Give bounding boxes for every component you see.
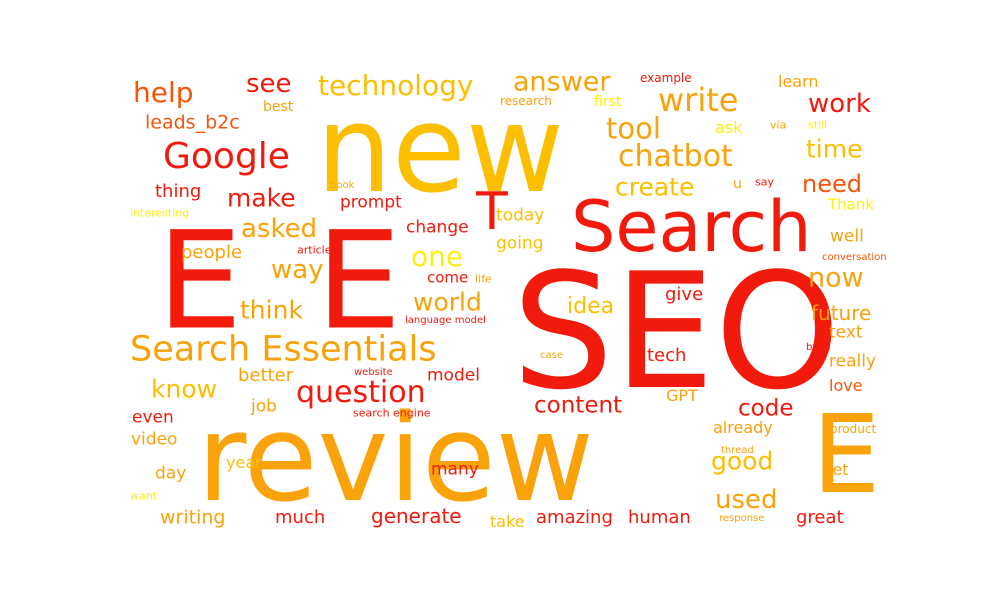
- cloud-word: one: [411, 240, 464, 273]
- cloud-word: think: [240, 295, 303, 325]
- cloud-word: content: [534, 392, 623, 419]
- cloud-word: tool: [606, 111, 661, 146]
- cloud-word: GPT: [666, 386, 698, 405]
- cloud-word: question: [296, 375, 426, 410]
- cloud-word: year: [226, 453, 262, 472]
- cloud-word: idea: [567, 294, 615, 319]
- cloud-word: know: [151, 374, 218, 404]
- cloud-word: great: [796, 507, 844, 528]
- cloud-word: future: [811, 301, 872, 325]
- cloud-word: technology: [318, 69, 474, 102]
- cloud-word: let: [828, 460, 849, 479]
- cloud-word: review: [197, 390, 594, 529]
- cloud-word: today: [496, 205, 545, 226]
- cloud-word: product: [830, 422, 877, 436]
- cloud-word: really: [829, 351, 876, 372]
- cloud-word: good: [711, 446, 774, 476]
- cloud-word: better: [238, 365, 294, 386]
- cloud-word: tech: [647, 345, 687, 366]
- cloud-word: still: [808, 118, 828, 132]
- cloud-word: Google: [163, 136, 290, 177]
- cloud-word: even: [132, 407, 174, 428]
- cloud-word: well: [830, 226, 864, 247]
- cloud-word: Thank: [828, 195, 875, 214]
- cloud-word: interesting: [130, 206, 190, 220]
- cloud-word: Search: [571, 186, 812, 268]
- cloud-word: book: [330, 180, 355, 191]
- cloud-word: prompt: [340, 192, 402, 213]
- cloud-word: life: [475, 272, 492, 286]
- cloud-word: language model: [405, 315, 486, 326]
- cloud-word: via: [770, 118, 787, 132]
- cloud-word: text: [829, 322, 863, 343]
- cloud-word: leads_b2c: [145, 111, 240, 134]
- cloud-word: generate: [371, 504, 462, 528]
- cloud-word: website: [354, 367, 393, 378]
- cloud-word: case: [540, 350, 563, 361]
- cloud-word: first: [594, 94, 622, 110]
- cloud-word: many: [431, 459, 479, 480]
- cloud-word: job: [251, 396, 277, 417]
- cloud-word: work: [808, 89, 871, 119]
- cloud-word: already: [713, 418, 773, 437]
- cloud-word: used: [715, 485, 778, 515]
- cloud-word: need: [802, 170, 862, 198]
- cloud-word: thing: [155, 181, 202, 202]
- cloud-word: change: [406, 217, 469, 238]
- cloud-word: u: [733, 176, 742, 192]
- cloud-word: writing: [160, 506, 226, 529]
- cloud-word: time: [806, 134, 863, 164]
- cloud-word: response: [719, 513, 765, 524]
- cloud-word: thread: [721, 445, 754, 456]
- cloud-word: E: [157, 202, 243, 360]
- cloud-word: make: [227, 183, 296, 213]
- cloud-word: T: [476, 182, 508, 242]
- cloud-word: amazing: [536, 507, 613, 528]
- cloud-word: learn: [778, 72, 819, 91]
- cloud-word: come: [427, 268, 469, 287]
- cloud-word: example: [640, 71, 692, 85]
- cloud-word: asked: [241, 214, 318, 244]
- cloud-word: E: [812, 393, 881, 518]
- cloud-word: video: [131, 429, 178, 450]
- cloud-word: answer: [513, 66, 611, 98]
- cloud-word: new: [316, 81, 565, 220]
- cloud-word: E: [316, 202, 402, 360]
- cloud-word: much: [275, 507, 326, 528]
- cloud-word: create: [615, 172, 695, 202]
- cloud-word: want: [130, 489, 158, 503]
- cloud-word: love: [829, 376, 863, 395]
- cloud-word: going: [496, 233, 544, 254]
- cloud-word: see: [246, 69, 292, 99]
- cloud-word: day: [155, 463, 187, 484]
- cloud-word: best: [263, 99, 294, 115]
- cloud-word: code: [738, 395, 794, 422]
- cloud-word: research: [500, 94, 552, 108]
- cloud-word: write: [658, 81, 739, 119]
- cloud-word: search engine: [353, 406, 431, 420]
- cloud-word: Search Essentials: [130, 329, 437, 370]
- cloud-word: chatbot: [618, 139, 733, 174]
- cloud-word: article: [297, 243, 332, 257]
- cloud-word: world: [413, 287, 482, 317]
- cloud-word: ask: [715, 118, 743, 137]
- cloud-word: model: [427, 365, 480, 386]
- cloud-word: SEO: [512, 238, 841, 425]
- cloud-word: help: [133, 76, 194, 109]
- cloud-word: human: [628, 507, 691, 528]
- cloud-word: way: [271, 255, 324, 285]
- cloud-word: people: [181, 242, 243, 263]
- cloud-word: build: [806, 342, 831, 353]
- cloud-word: conversation: [822, 252, 887, 263]
- cloud-word: take: [490, 512, 525, 531]
- cloud-word: say: [755, 175, 774, 189]
- cloud-word: now: [808, 262, 864, 294]
- cloud-word: give: [665, 284, 704, 305]
